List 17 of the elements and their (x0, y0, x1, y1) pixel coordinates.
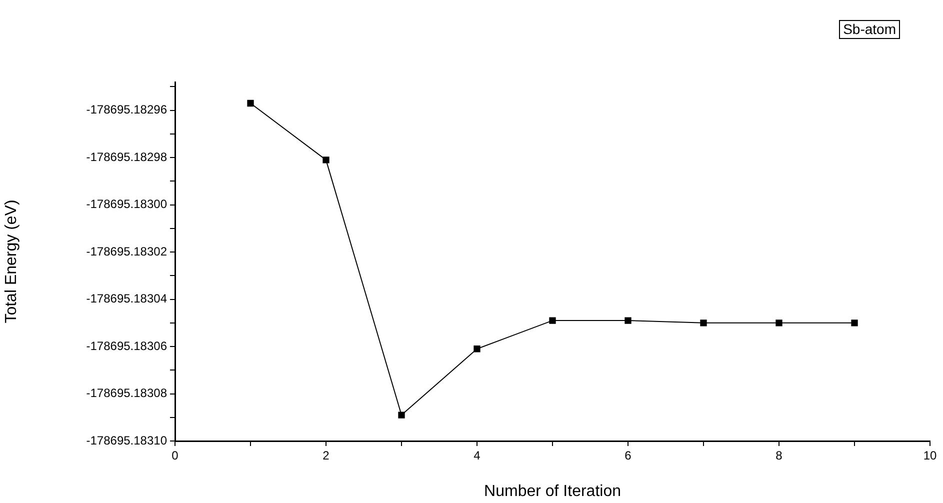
x-tick-label: 0 (172, 448, 179, 463)
y-tick-label: -178695.18306 (86, 338, 168, 353)
y-tick-label: -178695.18298 (86, 150, 168, 164)
text: Sb-atom (839, 20, 900, 39)
x-tick-label: 2 (322, 448, 330, 463)
y-tick-label: -178695.18304 (86, 292, 168, 306)
y-axis-title: Total Energy (eV) (3, 200, 20, 324)
y-tick-label: -178695.18302 (86, 244, 168, 258)
y-tick-label: -178695.18296 (86, 102, 168, 117)
x-tick-label: 8 (776, 448, 783, 463)
y-tick-label: -178695.18310 (86, 433, 168, 448)
y-tick-label: -178695.18308 (86, 386, 168, 400)
y-tick-label: -178695.18300 (86, 197, 168, 212)
x-axis-title: Number of Iteration (484, 482, 621, 500)
x-tick-label: 4 (474, 448, 481, 463)
x-tick-label: 10 (923, 448, 937, 463)
x-tick-label: 6 (624, 448, 632, 463)
